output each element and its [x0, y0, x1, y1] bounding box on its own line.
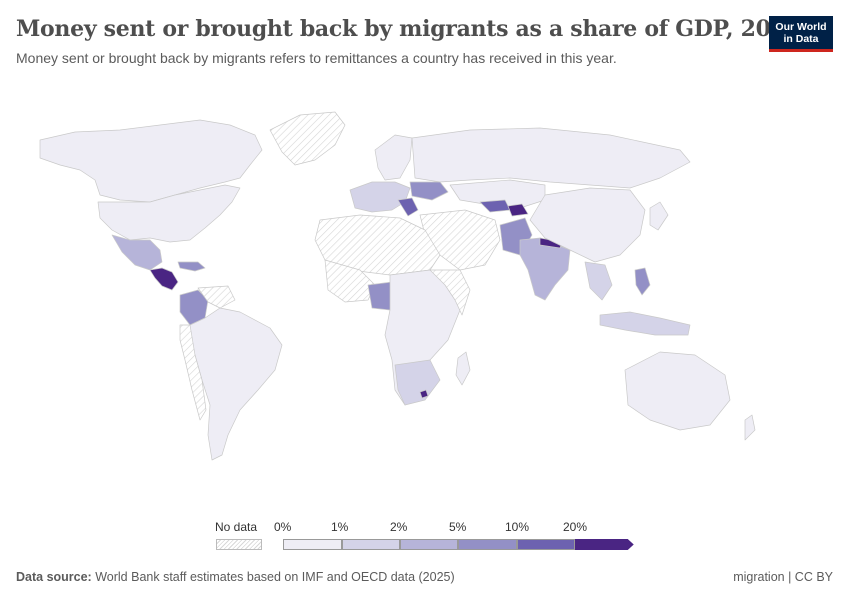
- legend-tick-4: 10%: [505, 520, 530, 534]
- legend-tick-5: 20%: [563, 520, 588, 534]
- legend-swatch-4: [517, 539, 575, 550]
- legend-no-data-label: No data: [215, 520, 258, 534]
- legend-swatch-0: [283, 539, 342, 550]
- region-ukraine[interactable]: [409, 181, 449, 201]
- owid-logo[interactable]: Our World in Data: [769, 16, 833, 52]
- world-map[interactable]: [0, 90, 850, 500]
- legend-tick-0: 0%: [274, 520, 292, 534]
- region-russia[interactable]: [411, 127, 691, 189]
- legend-tick-2: 2%: [390, 520, 408, 534]
- region-venezuela[interactable]: [197, 285, 236, 309]
- region-east-africa[interactable]: [429, 269, 471, 316]
- region-greenland[interactable]: [269, 111, 346, 166]
- legend-swatch-5: [575, 539, 634, 550]
- region-china[interactable]: [529, 187, 646, 263]
- region-usa[interactable]: [97, 184, 241, 243]
- region-india[interactable]: [519, 237, 571, 301]
- region-lesotho[interactable]: [419, 389, 429, 399]
- region-scandinavia[interactable]: [374, 134, 413, 181]
- region-australia[interactable]: [624, 351, 731, 431]
- logo-line-2: in Data: [783, 33, 819, 45]
- map-legend: No data 0% 1% 2% 5% 10% 20%: [0, 512, 850, 552]
- region-west-africa[interactable]: [324, 259, 376, 303]
- footer-license[interactable]: migration | CC BY: [733, 570, 833, 584]
- source-text: World Bank staff estimates based on IMF …: [95, 570, 455, 584]
- region-tajikistan[interactable]: [507, 203, 529, 217]
- legend-swatch-2: [400, 539, 458, 550]
- region-southern-africa[interactable]: [394, 359, 441, 406]
- legend-tick-3: 5%: [449, 520, 467, 534]
- legend-tick-1: 1%: [331, 520, 349, 534]
- legend-swatch-3: [458, 539, 517, 550]
- region-indonesia[interactable]: [599, 311, 691, 336]
- chart-title: Money sent or brought back by migrants a…: [16, 16, 801, 42]
- region-caribbean[interactable]: [177, 261, 206, 272]
- legend-no-data-swatch: [216, 539, 262, 550]
- region-southeast-asia[interactable]: [584, 261, 613, 301]
- logo-line-1: Our World: [775, 21, 827, 33]
- region-philippines[interactable]: [634, 267, 651, 296]
- region-central-asia[interactable]: [449, 179, 546, 209]
- region-balkans[interactable]: [397, 197, 419, 217]
- chart-subtitle: Money sent or brought back by migrants r…: [16, 50, 617, 66]
- region-central-america[interactable]: [149, 267, 179, 291]
- source-note: Data source: World Bank staff estimates …: [16, 570, 455, 584]
- region-japan[interactable]: [649, 201, 669, 231]
- region-andes[interactable]: [179, 324, 207, 421]
- region-uzbekistan[interactable]: [479, 199, 511, 213]
- region-new-zealand[interactable]: [744, 414, 756, 441]
- region-europe-west[interactable]: [349, 181, 411, 213]
- region-mexico[interactable]: [111, 234, 163, 271]
- legend-swatch-1: [342, 539, 400, 550]
- region-north-america-north[interactable]: [39, 119, 263, 203]
- region-madagascar[interactable]: [455, 351, 471, 386]
- source-label: Data source:: [16, 570, 92, 584]
